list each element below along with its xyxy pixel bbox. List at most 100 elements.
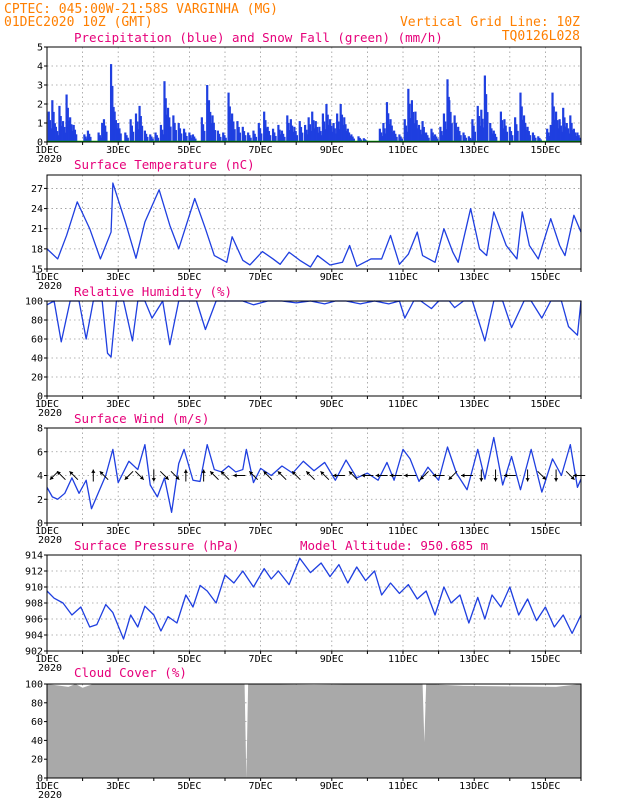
wind-vector-head (432, 473, 437, 478)
precip-frame (46, 46, 582, 143)
precip-bar (565, 123, 568, 142)
cloud-xtick-label: 15DEC (530, 781, 560, 792)
precip-bar (280, 130, 284, 142)
wind-vector-head (210, 471, 215, 476)
precip-bar (563, 117, 566, 142)
precip-bar (282, 133, 285, 142)
temp-xtick-label: 11DEC (388, 272, 418, 283)
precip-bar (212, 122, 215, 142)
precip-bar (173, 122, 176, 142)
precip-bar (248, 135, 251, 142)
precip-bar (233, 129, 236, 142)
wind-vector-head (389, 473, 394, 478)
temp-xtick-label: 5DEC (177, 272, 201, 283)
precip-bar (111, 85, 114, 142)
precip-xtick-label: 3DEC (106, 145, 130, 156)
cloud-xtick-label: 9DEC (320, 781, 344, 792)
temp-xtick-label: 7DEC (249, 272, 273, 283)
wind-vector-head (249, 471, 254, 476)
precip-bar (389, 119, 392, 142)
press-xtick-label: 15DEC (530, 654, 560, 665)
precip-bar (138, 105, 141, 142)
temp-ytick-label: 15 (31, 265, 43, 276)
precip-bar (273, 132, 276, 142)
precip-bar (503, 119, 506, 142)
precip-bar (191, 134, 195, 142)
wind-vector-head (420, 475, 425, 480)
precip-ytick-label: 4 (37, 62, 43, 73)
precip-bar (97, 132, 100, 142)
rh-xtick-label: 9DEC (320, 399, 344, 410)
wind-vector-head (448, 475, 453, 480)
rh-xtick-label: 11DEC (388, 399, 418, 410)
precip-bar (88, 133, 91, 142)
precip-bar (216, 130, 219, 142)
cloud-xtick-label: 3DEC (106, 781, 130, 792)
precip-bar (294, 131, 297, 142)
precip-bar (236, 121, 239, 142)
precip-bar (70, 124, 73, 142)
rh-frame (46, 300, 582, 397)
cloud-cover-panel: Cloud Cover (%) 0 20 40 60 80 100 1DEC 3DEC 5DEC… (25, 665, 582, 800)
wind-panel: Surface Wind (m/s) 0 2 4 6 8 1DEC 3DEC 5DEC 7DEC… (35, 411, 586, 546)
precip-bar (440, 131, 443, 142)
precip-bar (323, 121, 326, 142)
precip-xtick-label: 15DEC (530, 145, 560, 156)
cloud-xtick-label: 1DEC (35, 781, 59, 792)
precip-bar (150, 136, 153, 142)
precip-bar (569, 115, 572, 142)
precip-bar (207, 100, 211, 142)
wind-vector-head (175, 475, 180, 480)
precip-bar (287, 122, 290, 142)
precip-bar (249, 137, 252, 142)
precip-bar (400, 138, 404, 142)
precip-bar (227, 92, 230, 142)
precip-bar (241, 126, 244, 142)
press-xtick-label: 13DEC (459, 654, 489, 665)
precip-bar (295, 135, 299, 142)
precip-bar (578, 137, 582, 142)
precip-bar (473, 131, 477, 142)
precip-bar (211, 115, 214, 142)
precip-bar (140, 125, 144, 142)
precip-bar (253, 133, 256, 142)
wind-vector-head (233, 473, 237, 478)
cloud-ytick-label: 40 (31, 736, 43, 747)
precip-bar (109, 64, 113, 142)
precip-bar (126, 137, 129, 142)
precip-bar (393, 130, 396, 142)
precip-bar (271, 128, 275, 142)
precip-bar (346, 128, 349, 142)
precip-bar (263, 111, 266, 142)
temp-xtick-label: 9DEC (320, 272, 344, 283)
precip-bar (283, 136, 286, 142)
precip-bar (352, 138, 355, 142)
precip-bar (161, 129, 164, 142)
precipitation-title: Precipitation (blue) and Snow Fall (gree… (74, 30, 443, 45)
precip-bar (421, 121, 424, 142)
precip-bar (325, 104, 328, 142)
temp-xtick-label: 3DEC (106, 272, 130, 283)
precip-bar (269, 135, 272, 142)
wind-vector-head (573, 473, 577, 478)
wind-vector-head (554, 478, 559, 482)
precip-bar (448, 100, 451, 142)
precip-bar (178, 128, 182, 142)
wind-vector-head (57, 471, 61, 476)
precip-bar (277, 124, 280, 142)
precip-bar (98, 135, 101, 142)
wind-vector-head (183, 469, 188, 473)
precip-bar (458, 131, 461, 142)
precip-bar (511, 135, 514, 142)
press-xtick-label: 1DEC (35, 654, 59, 665)
humidity-title: Relative Humidity (%) (74, 284, 232, 299)
wind-vector-head (542, 475, 547, 480)
precip-bar (114, 120, 117, 142)
precip-bar (169, 126, 172, 142)
rh-ytick-label: 100 (25, 297, 43, 308)
precip-bar (347, 132, 351, 142)
precip-bar (312, 120, 315, 142)
precip-bar (562, 107, 565, 142)
precip-bar (435, 136, 438, 142)
precip-bar (425, 132, 428, 142)
